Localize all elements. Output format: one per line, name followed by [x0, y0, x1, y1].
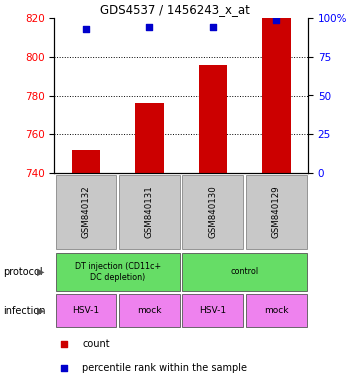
Bar — [135, 103, 164, 173]
Bar — [72, 150, 100, 173]
Text: control: control — [231, 268, 259, 276]
Point — [273, 17, 279, 23]
Text: ▶: ▶ — [36, 306, 44, 316]
Text: GSM840129: GSM840129 — [272, 186, 281, 238]
Bar — [56, 253, 180, 291]
Point — [83, 26, 89, 32]
Point — [147, 24, 152, 30]
Text: ▶: ▶ — [36, 267, 44, 277]
Bar — [246, 175, 307, 250]
Text: infection: infection — [4, 306, 46, 316]
Text: mock: mock — [137, 306, 162, 315]
Text: protocol: protocol — [4, 267, 43, 277]
Text: mock: mock — [264, 306, 288, 315]
Bar — [262, 18, 290, 173]
Text: GSM840131: GSM840131 — [145, 185, 154, 238]
Point — [210, 24, 216, 30]
Bar — [119, 295, 180, 327]
Text: HSV-1: HSV-1 — [199, 306, 226, 315]
Text: GDS4537 / 1456243_x_at: GDS4537 / 1456243_x_at — [100, 3, 250, 16]
Text: percentile rank within the sample: percentile rank within the sample — [82, 363, 247, 373]
Text: GSM840132: GSM840132 — [82, 185, 90, 238]
Text: count: count — [82, 339, 110, 349]
Bar — [182, 175, 243, 250]
Text: DT injection (CD11c+
DC depletion): DT injection (CD11c+ DC depletion) — [75, 262, 161, 282]
Point — [62, 341, 67, 347]
Text: GSM840130: GSM840130 — [208, 185, 217, 238]
Bar — [56, 295, 117, 327]
Bar — [198, 65, 227, 173]
Bar — [182, 253, 307, 291]
Bar — [246, 295, 307, 327]
Bar — [182, 295, 243, 327]
Text: HSV-1: HSV-1 — [72, 306, 99, 315]
Bar — [56, 175, 117, 250]
Point — [62, 365, 67, 371]
Bar — [119, 175, 180, 250]
